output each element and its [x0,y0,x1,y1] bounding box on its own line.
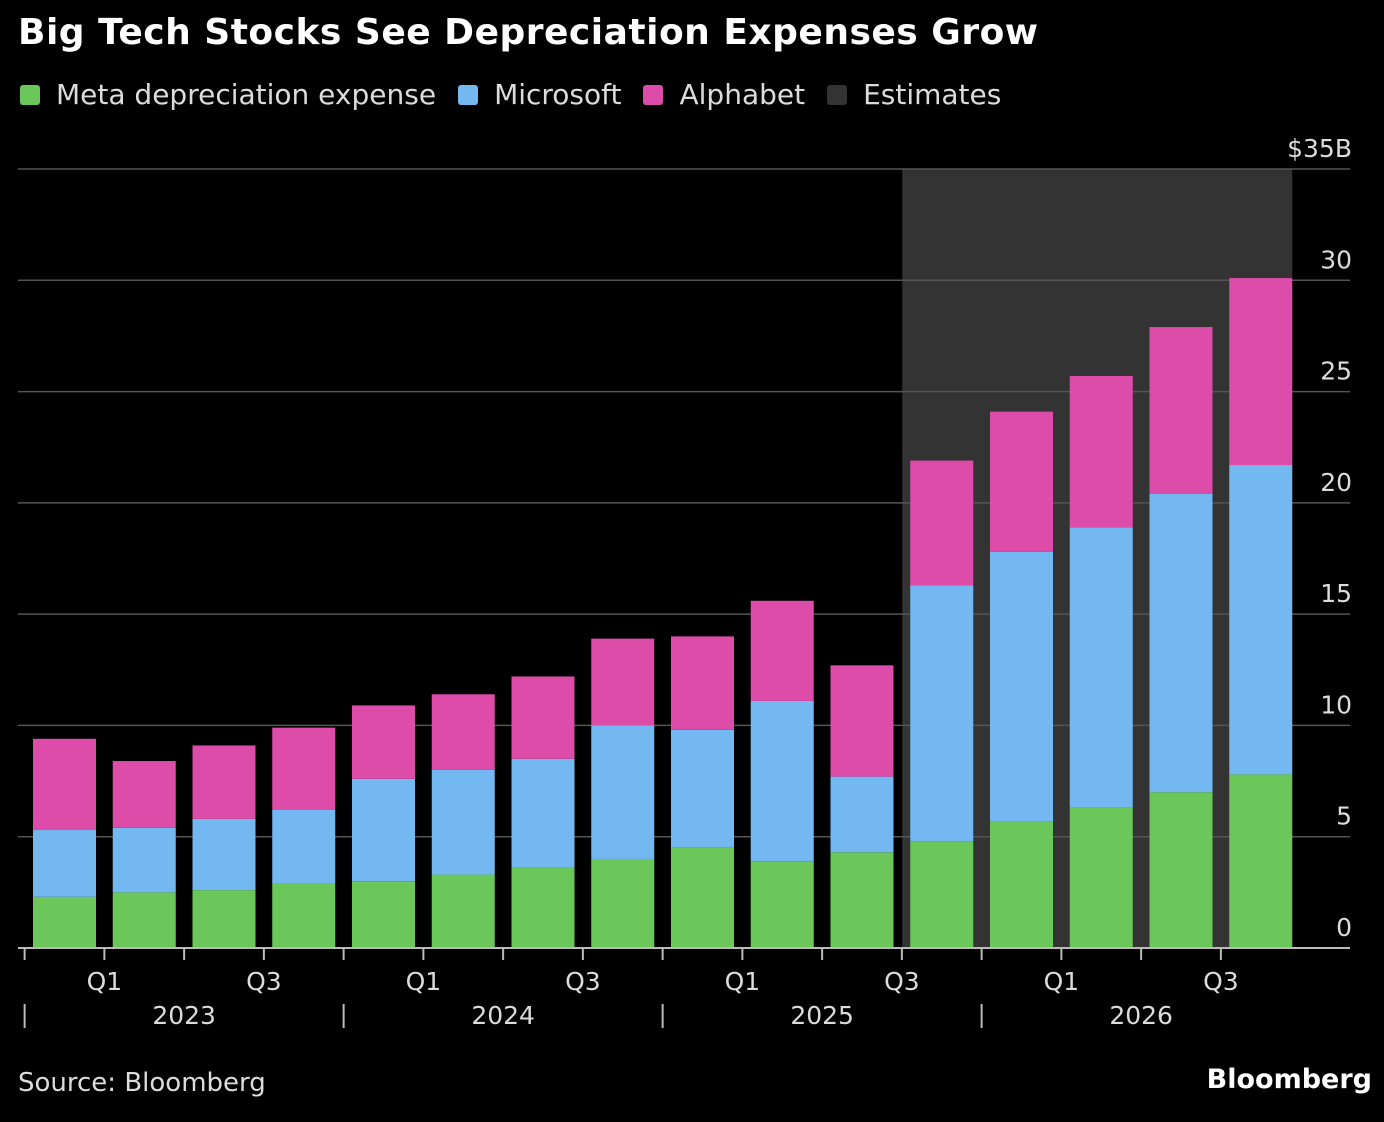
y-tick-label: 10 [1320,690,1352,719]
bar-meta-12 [990,821,1053,948]
bar-alphabet-2 [192,745,256,819]
bar-meta-5 [431,874,495,948]
bar-microsoft-12 [990,551,1053,822]
bar-meta-0 [33,896,96,948]
bar-alphabet-0 [33,738,96,831]
bar-microsoft-2 [192,818,256,891]
bar-alphabet-10 [830,665,894,777]
legend-swatch-estimates [827,84,848,105]
quarter-label: Q1 [87,967,123,996]
bar-meta-7 [591,858,655,948]
year-label: 2024 [471,1001,535,1030]
quarter-label: Q3 [884,967,920,996]
bar-meta-11 [910,841,974,948]
bar-microsoft-9 [750,700,814,862]
bar-alphabet-13 [1069,375,1133,528]
bar-microsoft-7 [591,725,655,859]
bar-microsoft-14 [1149,493,1213,793]
bar-meta-13 [1069,807,1133,948]
bar-alphabet-8 [671,636,734,730]
year-label: 2026 [1109,1001,1173,1030]
bar-meta-8 [671,847,734,948]
bar-alphabet-7 [591,638,655,726]
legend-item-alphabet[interactable]: Alphabet [643,78,805,111]
bar-alphabet-3 [272,727,336,811]
y-tick-label: 30 [1320,245,1352,274]
source-note: Source: Bloomberg [18,1068,266,1098]
bar-alphabet-5 [431,694,495,770]
legend-swatch-microsoft [458,84,479,105]
bar-alphabet-6 [511,676,575,759]
bar-alphabet-1 [112,761,176,828]
legend-label-meta: Meta depreciation expense [56,78,437,111]
bar-microsoft-6 [511,758,575,868]
chart-title: Big Tech Stocks See Depreciation Expense… [18,12,1039,53]
bar-microsoft-4 [352,778,415,882]
y-tick-label: 25 [1320,357,1352,386]
quarter-label: Q1 [1044,967,1080,996]
legend-item-estimates[interactable]: Estimates [827,78,1001,111]
bar-alphabet-15 [1229,278,1293,466]
y-tick-label: $35B [1287,134,1352,163]
legend-label-microsoft: Microsoft [494,78,622,111]
bar-meta-9 [750,861,814,948]
y-tick-label: 0 [1336,913,1352,942]
bar-microsoft-11 [910,585,974,842]
bar-alphabet-4 [352,705,415,779]
bar-microsoft-0 [33,830,96,897]
bar-meta-3 [272,883,336,948]
bar-alphabet-11 [910,460,974,586]
bar-alphabet-9 [750,600,814,701]
quarter-label: Q3 [565,967,601,996]
bar-meta-1 [112,892,176,948]
y-tick-label: 20 [1320,468,1352,497]
quarter-label: Q1 [406,967,442,996]
quarter-label: Q3 [246,967,282,996]
bar-meta-4 [352,881,415,948]
quarter-label: Q3 [1203,967,1239,996]
legend-item-microsoft[interactable]: Microsoft [458,78,621,111]
y-tick-label: 15 [1320,579,1352,608]
bar-microsoft-13 [1069,527,1133,808]
bar-meta-2 [192,890,256,948]
legend-swatch-meta [20,84,40,105]
bar-meta-14 [1149,792,1213,948]
legend-label-estimates: Estimates [863,78,1002,111]
bar-alphabet-14 [1149,327,1213,494]
year-label: 2025 [790,1001,854,1030]
bar-microsoft-5 [431,769,495,875]
quarter-label: Q1 [725,967,761,996]
bar-alphabet-12 [990,411,1053,552]
bar-meta-15 [1229,774,1293,948]
bar-meta-6 [511,867,575,948]
bar-microsoft-1 [112,827,176,893]
year-label: 2023 [152,1001,216,1030]
brand-logo-text: Bloomberg [1206,1064,1372,1095]
legend-item-meta[interactable]: Meta depreciation expense [20,78,436,111]
y-tick-label: 5 [1336,802,1352,831]
bar-microsoft-3 [272,810,336,884]
bar-meta-10 [830,852,894,948]
legend: Meta depreciation expense Microsoft Alph… [20,78,1023,111]
bar-microsoft-10 [830,776,894,853]
legend-swatch-alphabet [643,84,664,105]
legend-label-alphabet: Alphabet [679,78,806,111]
bar-microsoft-8 [671,729,734,848]
bar-microsoft-15 [1229,465,1293,775]
